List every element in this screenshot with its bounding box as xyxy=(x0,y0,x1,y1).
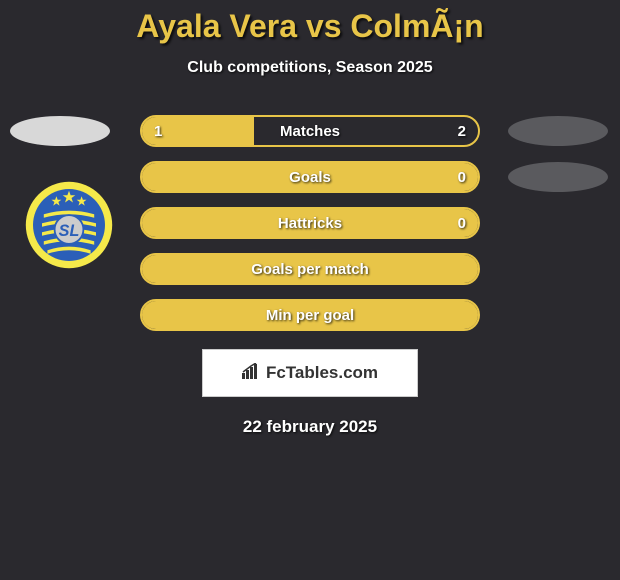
stat-label: Goals per match xyxy=(251,261,369,278)
stat-label: Min per goal xyxy=(266,307,354,324)
stat-bar: Hattricks 0 xyxy=(140,207,480,239)
chart-icon xyxy=(242,363,262,384)
comparison-row: Min per goal xyxy=(0,299,620,331)
stat-bar: Goals per match xyxy=(140,253,480,285)
comparison-row: 1 Matches 2 xyxy=(0,115,620,147)
svg-text:SL: SL xyxy=(59,222,80,240)
player-ellipse-right xyxy=(508,162,608,192)
stat-value-left: 1 xyxy=(154,123,162,140)
stat-bar: 1 Matches 2 xyxy=(140,115,480,147)
comparison-infographic: Ayala Vera vs ColmÃ¡n Club competitions,… xyxy=(0,0,620,437)
brand-text: FcTables.com xyxy=(266,363,378,383)
page-title: Ayala Vera vs ColmÃ¡n xyxy=(0,8,620,45)
player-ellipse-right xyxy=(508,116,608,146)
stat-value-right: 2 xyxy=(458,123,466,140)
date-text: 22 february 2025 xyxy=(0,417,620,437)
stat-label: Matches xyxy=(280,123,340,140)
club-logo: SL xyxy=(24,180,114,270)
brand-box: FcTables.com xyxy=(202,349,418,397)
stat-label: Hattricks xyxy=(278,215,342,232)
player-ellipse-left xyxy=(10,116,110,146)
stat-value-right: 0 xyxy=(458,169,466,186)
subtitle: Club competitions, Season 2025 xyxy=(0,59,620,77)
stat-label: Goals xyxy=(289,169,331,186)
stat-bar: Min per goal xyxy=(140,299,480,331)
stat-bar: Goals 0 xyxy=(140,161,480,193)
stat-value-right: 0 xyxy=(458,215,466,232)
